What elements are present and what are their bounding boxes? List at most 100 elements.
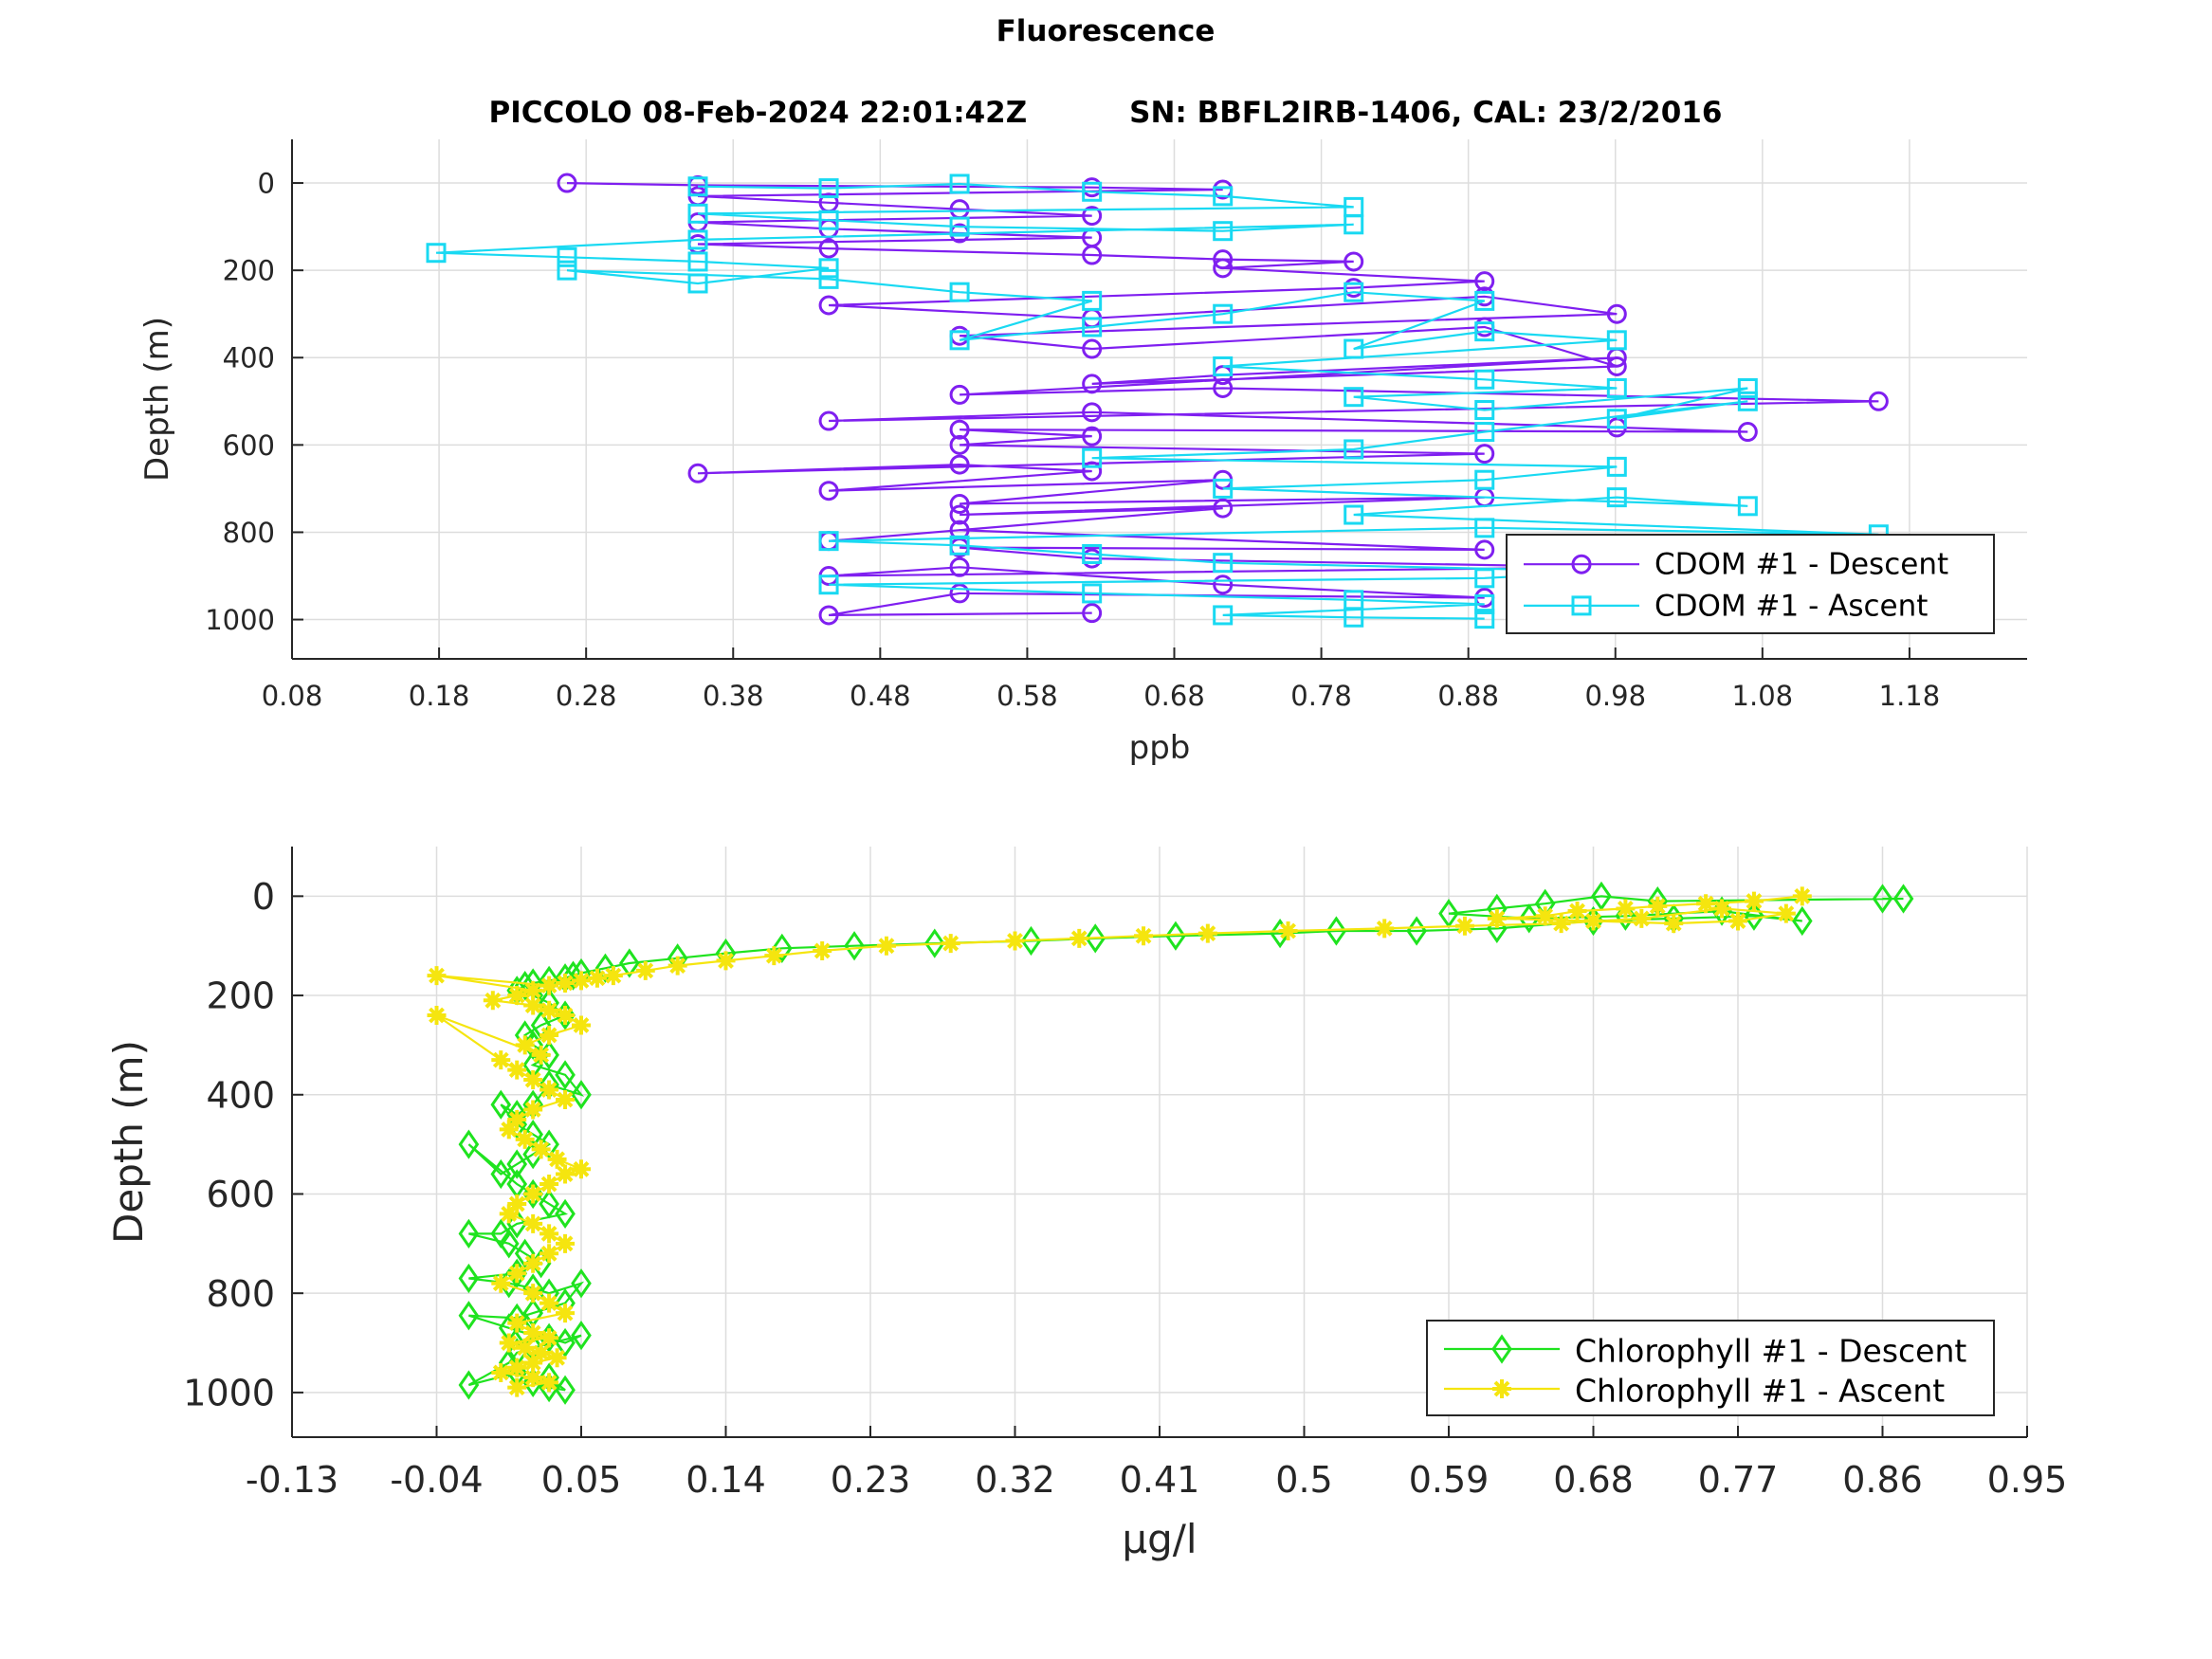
- data-point: [1737, 496, 1758, 517]
- y-tick-label: 0: [258, 167, 275, 199]
- data-point: [571, 1080, 592, 1110]
- chlorophyll-axes: -0.13 -0.04 0.05 0.14 0.23 0.32 0.41 0.5 0.59 0.6…: [105, 847, 2067, 1562]
- data-point: [594, 953, 616, 983]
- data-point: [1020, 925, 1042, 957]
- data-point: [572, 971, 591, 991]
- data-point: [1606, 409, 1627, 429]
- data-point: [1082, 583, 1103, 604]
- legend-marker: [1492, 1379, 1511, 1398]
- data-point: [1872, 884, 1893, 914]
- data-point: [507, 1377, 527, 1397]
- data-point: [1535, 906, 1555, 926]
- cdom-axes: 0.08 0.18 0.28 0.38 0.48 0.58 0.68 0.78 0.88 0.98…: [138, 139, 2027, 767]
- data-point: [949, 454, 970, 475]
- y-tick-label: 1000: [183, 1373, 275, 1414]
- data-point: [1474, 444, 1495, 465]
- data-point: [949, 494, 970, 515]
- x-tick-label: 1.08: [1732, 680, 1794, 712]
- series-1: [427, 886, 1812, 1397]
- data-point: [949, 173, 970, 194]
- data-point: [1737, 377, 1758, 398]
- data-point: [556, 1164, 576, 1184]
- data-point: [1737, 422, 1758, 443]
- data-point: [1213, 605, 1234, 626]
- data-point: [1082, 603, 1103, 624]
- data-point: [619, 948, 640, 978]
- data-point: [1648, 896, 1668, 916]
- y-tick-label: 200: [206, 975, 275, 1017]
- data-point: [1213, 377, 1234, 398]
- data-point: [1005, 931, 1025, 951]
- data-point: [1213, 478, 1234, 499]
- data-point: [1344, 282, 1364, 302]
- data-point: [771, 933, 793, 963]
- x-tick-label: 0.59: [1409, 1459, 1490, 1501]
- figure-title: Fluorescence: [996, 14, 1216, 48]
- data-point: [1454, 916, 1474, 936]
- data-point: [1712, 899, 1732, 919]
- data-point: [1082, 461, 1103, 482]
- data-point: [949, 583, 970, 604]
- data-point: [523, 1368, 543, 1388]
- data-point: [498, 1229, 520, 1259]
- data-point: [514, 1238, 536, 1268]
- data-point: [506, 1149, 528, 1179]
- data-point: [949, 556, 970, 577]
- data-point: [1591, 881, 1612, 911]
- data-point: [458, 1129, 480, 1159]
- data-point: [1567, 902, 1587, 921]
- data-point: [539, 1293, 559, 1313]
- data-point: [1474, 369, 1495, 390]
- data-point: [1606, 377, 1627, 398]
- data-point: [1474, 539, 1495, 560]
- data-point: [1213, 258, 1234, 279]
- data-point: [1518, 903, 1540, 934]
- series-line: [435, 182, 1879, 620]
- data-point: [1868, 391, 1889, 411]
- data-point: [1744, 891, 1764, 911]
- data-point: [1487, 908, 1507, 928]
- data-point: [555, 1327, 576, 1358]
- legend-marker: [1571, 554, 1592, 574]
- data-point: [1474, 290, 1495, 311]
- data-point: [1696, 894, 1716, 914]
- x-axis-label: ppb: [1129, 729, 1191, 767]
- data-point: [523, 1323, 543, 1343]
- data-point: [522, 1120, 543, 1150]
- data-point: [818, 210, 839, 230]
- data-point: [1082, 543, 1103, 564]
- data-point: [557, 260, 577, 281]
- data-point: [539, 1189, 559, 1219]
- data-point: [1474, 593, 1495, 614]
- data-point: [949, 434, 970, 455]
- legend-label: Chlorophyll #1 - Ascent: [1575, 1373, 1945, 1410]
- data-point: [1606, 356, 1627, 376]
- data-point: [1892, 884, 1914, 914]
- data-point: [818, 574, 839, 595]
- data-point: [507, 1194, 527, 1213]
- x-tick-label: -0.04: [390, 1459, 483, 1501]
- data-point: [1278, 921, 1298, 940]
- data-point: [1606, 456, 1627, 477]
- data-point: [523, 995, 543, 1015]
- x-tick-label: 0.41: [1120, 1459, 1200, 1501]
- legend-label: Chlorophyll #1 - Descent: [1575, 1333, 1966, 1370]
- data-point: [1776, 903, 1796, 923]
- legend-marker: [1491, 1334, 1512, 1364]
- data-point: [507, 1060, 527, 1080]
- x-tick-label: 0.78: [1290, 680, 1352, 712]
- data-point: [523, 1184, 543, 1204]
- data-point: [523, 1100, 543, 1120]
- data-point: [531, 1139, 551, 1159]
- x-tick-label: 0.48: [850, 680, 911, 712]
- x-axis-label: μg/l: [1122, 1516, 1197, 1562]
- data-point: [539, 1373, 559, 1393]
- data-point: [818, 295, 839, 316]
- data-point: [635, 960, 655, 980]
- data-point: [1213, 221, 1234, 242]
- data-point: [458, 1218, 480, 1249]
- data-point: [515, 1338, 535, 1358]
- data-point: [949, 282, 970, 302]
- data-point: [556, 973, 576, 993]
